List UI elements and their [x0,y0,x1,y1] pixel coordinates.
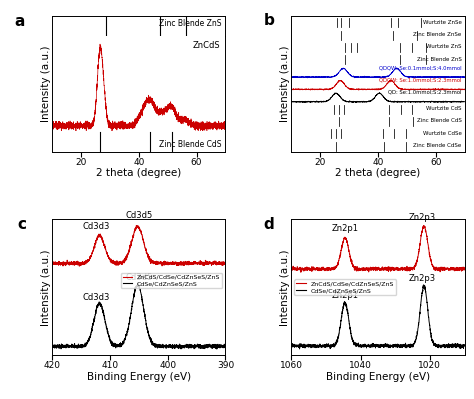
Y-axis label: Intensity (a.u.): Intensity (a.u.) [41,249,51,326]
Text: Zinc Blende CdS: Zinc Blende CdS [159,140,222,148]
X-axis label: 2 theta (degree): 2 theta (degree) [335,168,420,178]
Text: b: b [264,13,274,28]
Text: Zn2p1: Zn2p1 [331,291,358,300]
Text: Zinc Blende CdSe: Zinc Blende CdSe [413,143,462,148]
X-axis label: Binding Energy (eV): Binding Energy (eV) [87,372,191,382]
X-axis label: 2 theta (degree): 2 theta (degree) [96,168,182,178]
Text: ZnCdS: ZnCdS [192,41,220,50]
Text: QD: Se:1.0mmol;S:2.3mmol: QD: Se:1.0mmol;S:2.3mmol [388,90,462,95]
Text: Zn2p3: Zn2p3 [409,213,436,222]
Text: Cd3d3: Cd3d3 [83,222,110,231]
Text: c: c [18,217,27,232]
Text: QDQW: Se:1.0mmol;S:2.3mmol: QDQW: Se:1.0mmol;S:2.3mmol [379,77,462,83]
Text: Wurtzite ZnS: Wurtzite ZnS [426,44,462,49]
Legend: ZnCdS/CdSe/CdZnSeS/ZnS, CdSe/CdZnSeS/ZnS: ZnCdS/CdSe/CdZnSeS/ZnS, CdSe/CdZnSeS/ZnS [121,273,222,288]
Text: Zinc Blende CdS: Zinc Blende CdS [417,118,462,123]
Text: Cd3d3: Cd3d3 [83,293,110,302]
Text: d: d [264,217,274,232]
Text: Zn2p3: Zn2p3 [409,274,436,283]
Text: Wurtzite CdSe: Wurtzite CdSe [423,130,462,136]
Text: Zn2p1: Zn2p1 [331,225,358,233]
Text: Cd3d5: Cd3d5 [126,211,153,220]
Text: Zinc Blende ZnS: Zinc Blende ZnS [159,19,222,28]
Text: Zinc Blende ZnS: Zinc Blende ZnS [417,57,462,61]
Text: Wurtzite ZnSe: Wurtzite ZnSe [423,20,462,25]
Y-axis label: Intensity (a.u.): Intensity (a.u.) [41,45,51,122]
Text: a: a [14,14,24,28]
Y-axis label: Intensity (a.u.): Intensity (a.u.) [280,45,290,122]
Legend: ZnCdS/CdSe/CdZnSeS/ZnS, CdSe/CdZnSeS/ZnS: ZnCdS/CdSe/CdZnSeS/ZnS, CdSe/CdZnSeS/ZnS [294,279,396,295]
Text: Cd3d5: Cd3d5 [126,273,153,282]
Y-axis label: Intensity (a.u.): Intensity (a.u.) [280,249,290,326]
Text: QDQW: Se:0.1mmol;S:4.0mmol: QDQW: Se:0.1mmol;S:4.0mmol [379,65,462,70]
Text: Wurtzite CdS: Wurtzite CdS [426,106,462,111]
Text: Zinc Blende ZnSe: Zinc Blende ZnSe [413,32,462,37]
X-axis label: Binding Energy (eV): Binding Energy (eV) [326,372,430,382]
